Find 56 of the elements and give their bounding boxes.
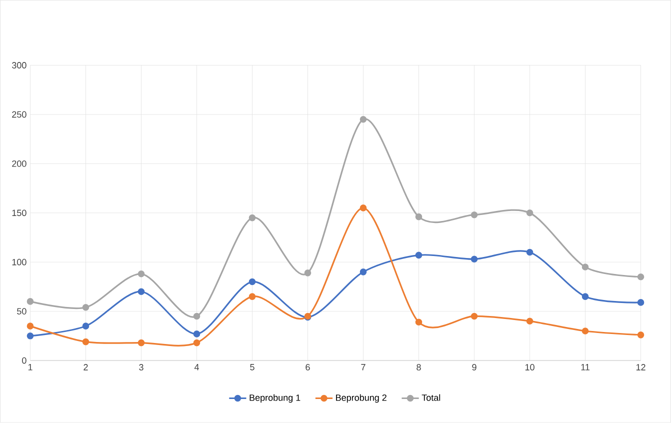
x-tick-label: 1 — [28, 364, 32, 370]
x-tick-label: 5 — [250, 364, 254, 370]
point — [415, 318, 422, 326]
point — [470, 256, 478, 263]
point — [360, 268, 367, 276]
point — [193, 340, 200, 346]
point — [470, 312, 478, 320]
y-tick-label: 0 — [22, 357, 26, 364]
point — [582, 293, 589, 300]
point — [415, 252, 422, 259]
point — [138, 270, 145, 278]
point — [582, 328, 589, 334]
x-tick-label: 2 — [84, 364, 88, 370]
x-tick-label: 12 — [636, 364, 646, 370]
y-tick-label: 100 — [12, 259, 26, 266]
point — [26, 322, 34, 330]
point — [193, 330, 200, 338]
point — [526, 318, 534, 325]
x-tick-label: 6 — [306, 364, 310, 371]
y-tick-label: 150 — [12, 210, 26, 216]
point — [470, 212, 478, 218]
point — [248, 293, 256, 300]
y-tick-label: 200 — [12, 160, 26, 167]
x-tick-label: 4 — [194, 364, 199, 370]
legend-label: Beprobung 1 — [250, 394, 300, 403]
point — [138, 340, 145, 346]
point — [360, 116, 367, 123]
point — [248, 278, 256, 286]
x-tick-label: 7 — [361, 364, 366, 370]
point — [82, 338, 90, 346]
y-tick-label: 250 — [12, 111, 26, 118]
point — [526, 210, 534, 216]
point — [26, 298, 34, 305]
y-tick-label: 300 — [12, 62, 26, 69]
point — [82, 304, 90, 311]
point — [138, 288, 145, 296]
x-tick-label: 8 — [416, 364, 421, 371]
point — [360, 204, 367, 212]
point — [82, 322, 90, 330]
y-tick-label: 50 — [17, 308, 26, 315]
point — [193, 312, 200, 320]
legend-label: Beprobung 2 — [336, 394, 386, 403]
point — [304, 270, 312, 276]
x-tick-label: 10 — [525, 364, 534, 371]
point — [526, 248, 534, 256]
point — [415, 214, 422, 220]
point — [248, 214, 256, 222]
point — [637, 274, 644, 280]
point — [26, 332, 34, 340]
legend-label: Total — [422, 394, 440, 401]
x-tick-label: 11 — [581, 364, 590, 370]
point — [637, 332, 644, 338]
point — [637, 299, 644, 306]
point — [582, 264, 589, 271]
x-tick-label: 3 — [139, 364, 144, 371]
x-tick-label: 9 — [472, 364, 476, 371]
